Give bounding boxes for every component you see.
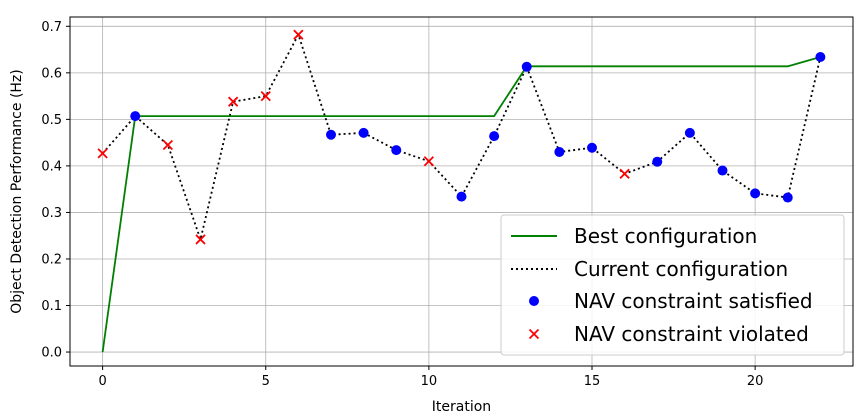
nav-satisfied-point [391, 145, 402, 156]
y-tick-label: 0.3 [41, 206, 62, 221]
legend-entry-label: Best configuration [574, 224, 757, 248]
y-tick-label: 0.7 [41, 20, 62, 35]
plot-series [97, 29, 826, 353]
x-axis-label: Iteration [432, 399, 491, 415]
nav-satisfied-point [782, 192, 793, 203]
axis-ticks: 0 5 10 15 20 0.0 0.1 0.2 0.3 0.4 0.5 0.6 0.7 [41, 20, 763, 389]
plot-frame [69, 16, 854, 367]
y-tick-label: 0.5 [41, 113, 62, 128]
nav-violated-point [162, 139, 174, 151]
x-tick-label: 0 [98, 374, 106, 389]
nav-satisfied-point [587, 142, 597, 153]
best-configuration-line [101, 56, 821, 353]
legend: Best configuration Current configuration N… [500, 214, 845, 356]
nav-satisfied-point [815, 52, 826, 63]
current-configuration-line [101, 32, 822, 243]
y-tick-label: 0.2 [41, 252, 62, 267]
nav-violated-point [227, 96, 239, 107]
y-tick-label: 0.6 [41, 66, 62, 81]
y-tick-label: 0.1 [41, 299, 62, 314]
legend-satisfied-swatch [529, 296, 539, 306]
nav-satisfied-point [554, 146, 565, 157]
nav-violated-point [423, 156, 435, 167]
y-tick-label: 0.0 [41, 346, 62, 361]
nav-satisfied-point [456, 191, 467, 202]
nav-satisfied-point [750, 188, 761, 199]
legend-entry-label: Current configuration [574, 257, 788, 281]
nav-satisfied-point [130, 111, 141, 122]
nav-satisfied-point [521, 61, 532, 72]
legend-violated-swatch [528, 328, 540, 340]
nav-violated-point [293, 29, 304, 40]
nav-violated-point [195, 234, 206, 245]
x-tick-label: 20 [747, 374, 764, 389]
nav-violated-point [260, 90, 271, 102]
legend-entry-label: NAV constraint violated [574, 322, 809, 346]
nav-violated-point [619, 168, 630, 179]
nav-satisfied-point [489, 131, 500, 142]
y-tick-label: 0.4 [41, 159, 62, 174]
legend-box [500, 214, 845, 356]
nav-violated-point [97, 148, 108, 159]
nav-satisfied-point [358, 127, 369, 138]
nav-satisfied-point [717, 165, 728, 176]
nav-satisfied-point [326, 129, 336, 140]
x-tick-label: 15 [584, 374, 601, 389]
x-tick-label: 10 [421, 374, 438, 389]
legend-entry-label: NAV constraint satisfied [574, 289, 813, 313]
y-axis-label: Object Detection Performance (Hz) [9, 69, 25, 313]
nav-satisfied-point [684, 127, 695, 138]
nav-satisfied-point [652, 156, 663, 167]
x-tick-label: 5 [262, 374, 270, 389]
